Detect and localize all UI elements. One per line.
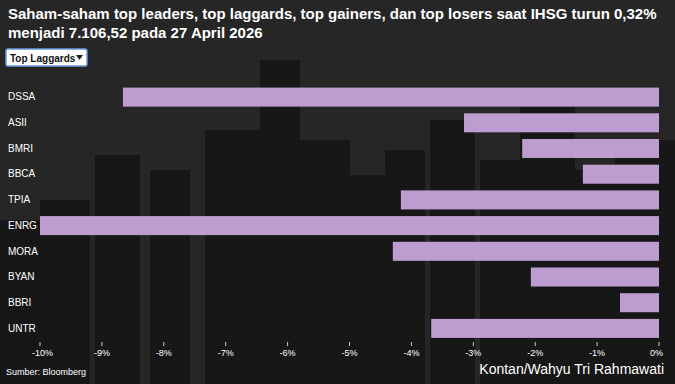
x-tick-label: -10%: [32, 348, 53, 358]
x-tick: [535, 342, 536, 346]
bars: [40, 88, 659, 338]
x-tick-label: -8%: [156, 348, 172, 358]
category-label: ASII: [8, 117, 27, 128]
x-tick-label: -9%: [94, 348, 110, 358]
dropdown[interactable]: Top Laggards: [6, 49, 87, 66]
source: Sumber: Bloomberg: [6, 367, 86, 377]
x-tick-label: -7%: [218, 348, 234, 358]
skyline-building: [385, 150, 425, 384]
category-label: BYAN: [8, 271, 35, 282]
category-label: BBCA: [8, 168, 36, 179]
bar: [531, 267, 659, 286]
bar: [583, 165, 659, 184]
x-tick: [473, 342, 474, 346]
bar: [123, 88, 659, 107]
chart-root: Top Laggards DSSA ASII BMRI BBCA TPIA ENRG MORA…: [0, 0, 675, 384]
x-tick: [597, 342, 598, 346]
x-tick: [659, 342, 660, 346]
chart-svg: Top Laggards DSSA ASII BMRI BBCA TPIA ENRG MORA…: [0, 0, 675, 384]
bar: [40, 216, 659, 235]
dropdown-caret: [76, 55, 83, 60]
background: [0, 0, 675, 384]
bar: [464, 113, 659, 132]
background-fill: [0, 0, 675, 384]
skyline-building: [150, 170, 190, 384]
skyline-building: [0, 220, 40, 384]
x-tick-label: -1%: [589, 348, 605, 358]
dropdown-label[interactable]: Top Laggards: [10, 53, 76, 64]
x-tick-label: -6%: [280, 348, 296, 358]
x-tick-label: -4%: [403, 348, 419, 358]
x-tick: [287, 342, 288, 346]
x-tick: [225, 342, 226, 346]
bar: [522, 139, 659, 158]
skyline-building: [205, 130, 260, 384]
x-tick-label: -3%: [465, 348, 481, 358]
x-tick-label: -5%: [341, 348, 357, 358]
bar: [401, 190, 659, 209]
x-tick: [101, 342, 102, 346]
credit: Kontan/Wahyu Tri Rahmawati: [479, 361, 664, 377]
bar: [620, 293, 659, 312]
category-label: TPIA: [8, 194, 31, 205]
category-label: MORA: [8, 246, 38, 257]
category-label: DSSA: [8, 91, 36, 102]
x-tick: [40, 342, 41, 346]
x-tick-label: 0%: [650, 348, 663, 358]
bar: [393, 242, 659, 261]
bar: [431, 319, 659, 338]
category-label: BBRI: [8, 297, 31, 308]
x-tick: [163, 342, 164, 346]
x-tick-label: -2%: [527, 348, 543, 358]
category-label: BMRI: [8, 143, 33, 154]
category-label: ENRG: [8, 220, 37, 231]
title: Saham-saham top leaders, top laggards, t…: [8, 4, 670, 42]
category-label: UNTR: [8, 323, 36, 334]
x-tick: [349, 342, 350, 346]
dropdown-box[interactable]: [6, 49, 87, 66]
x-tick: [411, 342, 412, 346]
